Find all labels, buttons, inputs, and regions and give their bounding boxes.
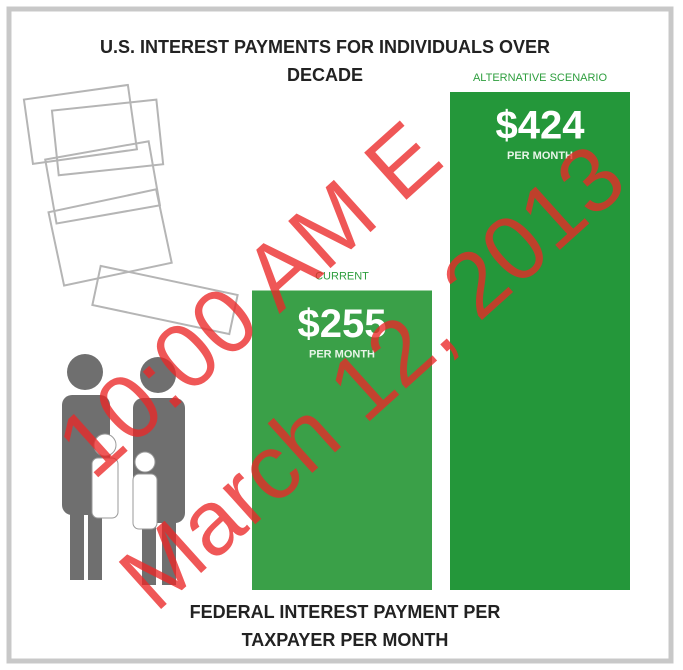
bar	[450, 92, 630, 590]
axis-label: FEDERAL INTEREST PAYMENT PER	[190, 602, 501, 622]
chart-title: DECADE	[287, 65, 363, 85]
illustration	[22, 83, 239, 336]
axis-label: TAXPAYER PER MONTH	[242, 630, 449, 650]
value-label: $424	[496, 104, 586, 148]
category-label: CURRENT	[315, 270, 369, 282]
category-label: ALTERNATIVE SCENARIO	[473, 72, 608, 84]
value-label: $255	[298, 302, 387, 346]
value-sublabel: PER MONTH	[507, 150, 573, 162]
chart-title: U.S. INTEREST PAYMENTS FOR INDIVIDUALS O…	[100, 37, 550, 57]
family-icon	[62, 354, 185, 585]
bar	[252, 290, 432, 590]
value-sublabel: PER MONTH	[309, 348, 375, 360]
